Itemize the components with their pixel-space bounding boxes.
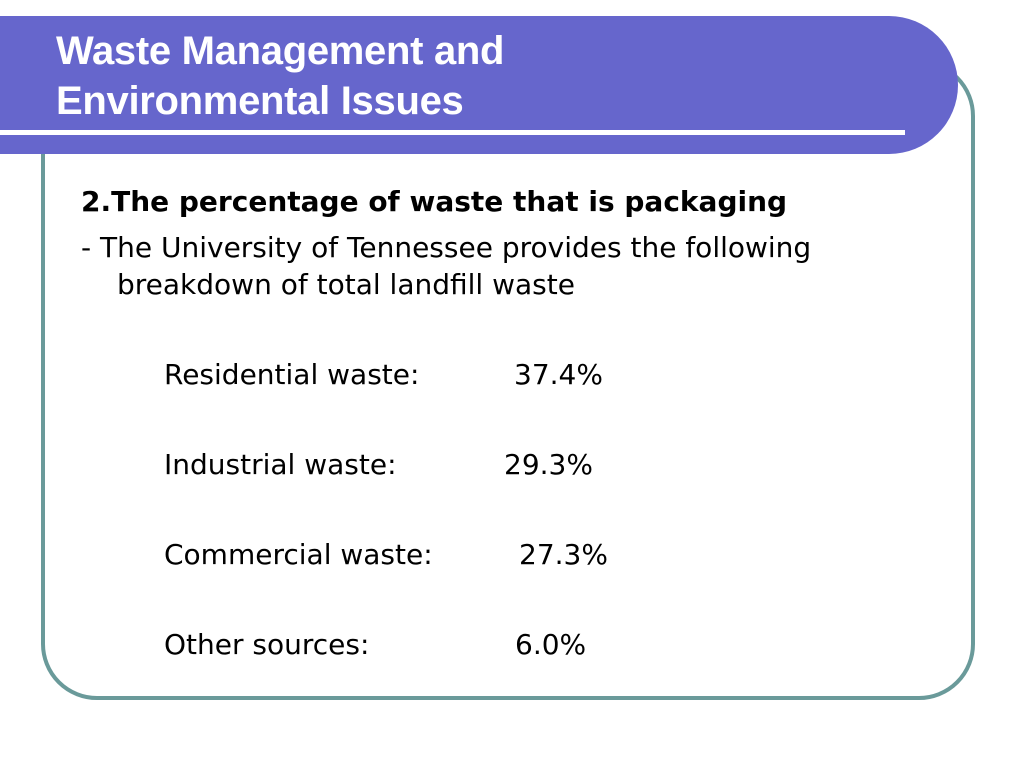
breakdown-value: 37.4% (514, 358, 603, 391)
breakdown-label: Residential waste: (164, 358, 420, 391)
breakdown-label: Commercial waste: (164, 538, 433, 571)
intro-text: - The University of Tennessee provides t… (81, 231, 812, 301)
content-frame (41, 60, 975, 700)
breakdown-label: Industrial waste: (164, 448, 397, 481)
slide-title: Waste Management and Environmental Issue… (56, 26, 504, 126)
slide-title-line-2: Environmental Issues (56, 79, 464, 123)
breakdown-value: 27.3% (519, 538, 608, 571)
breakdown-value: 6.0% (515, 628, 587, 661)
breakdown-value: 29.3% (504, 448, 593, 481)
slide-title-line-1: Waste Management and (56, 29, 505, 73)
section-heading: 2.The percentage of waste that is packag… (81, 185, 788, 218)
breakdown-label: Other sources: (164, 628, 370, 661)
title-underline (0, 130, 905, 135)
